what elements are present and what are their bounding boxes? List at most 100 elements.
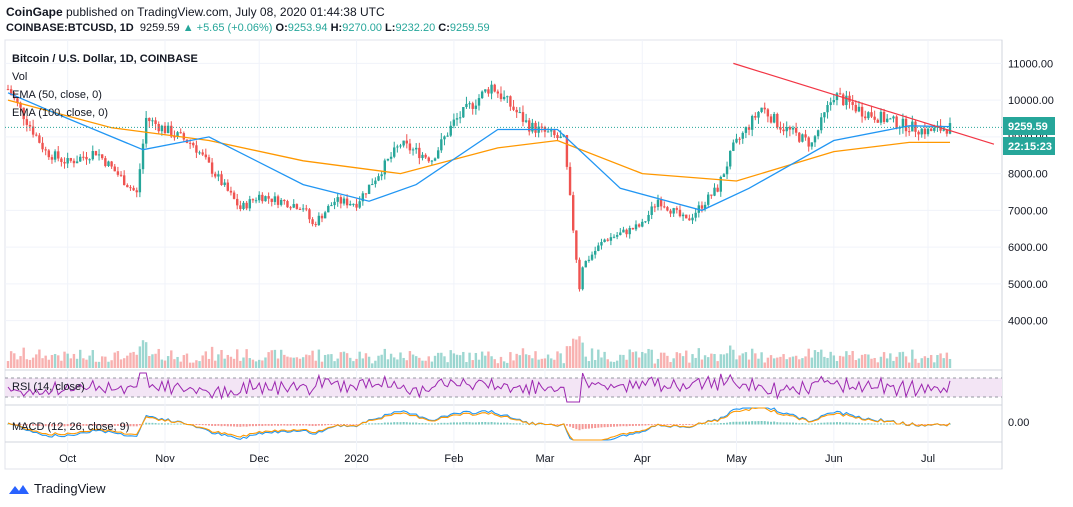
- volume-bar: [232, 358, 236, 368]
- volume-bar: [769, 355, 773, 368]
- macd-hist-bar: [462, 422, 465, 425]
- macd-hist-bar: [233, 424, 236, 427]
- volume-bar: [653, 363, 657, 368]
- volume-bar: [490, 356, 493, 368]
- candle-body: [619, 232, 622, 236]
- candle-body: [371, 184, 374, 186]
- low-value: 9232.20: [395, 22, 436, 34]
- open-value: 9253.94: [287, 22, 328, 34]
- candle-body: [399, 145, 402, 147]
- volume-bar: [248, 358, 251, 368]
- macd-hist-bar: [421, 422, 424, 425]
- candle-body: [816, 130, 820, 137]
- macd-hist-bar: [264, 424, 267, 426]
- macd-hist-bar: [135, 424, 138, 427]
- macd-hist-bar: [47, 424, 50, 427]
- macd-hist-bar: [258, 424, 261, 426]
- volume-bar: [587, 361, 591, 368]
- macd-hist-bar: [449, 422, 452, 425]
- volume-bar: [537, 359, 540, 368]
- macd-hist-bar: [79, 424, 82, 426]
- candle-body: [16, 98, 19, 103]
- volume-bar: [364, 353, 368, 368]
- macd-hist-bar: [700, 423, 703, 425]
- candle-body: [232, 192, 236, 199]
- candle-body: [408, 143, 412, 151]
- volume-bar: [361, 358, 365, 368]
- candle-body: [239, 205, 242, 209]
- x-axis[interactable]: Oct Nov Dec 2020 Feb Mar Apr May Jun Jul: [59, 453, 935, 465]
- volume-bar: [672, 358, 675, 368]
- volume-bar: [678, 353, 682, 368]
- macd-hist-bar: [945, 424, 948, 425]
- volume-bar: [904, 356, 908, 368]
- macd-hist-bar: [123, 424, 126, 427]
- macd-hist-bar: [85, 424, 88, 426]
- close-label: C:: [438, 22, 450, 34]
- candle-body: [138, 169, 142, 193]
- volume-bar: [703, 355, 707, 368]
- candle-body: [490, 84, 493, 94]
- candle-body: [69, 158, 72, 161]
- volume-bar: [754, 353, 757, 368]
- candle-body: [926, 128, 930, 135]
- candle-body: [722, 174, 726, 178]
- macd-hist-bar: [892, 423, 895, 425]
- candle-body: [317, 215, 321, 226]
- macd-hist-bar: [556, 424, 559, 425]
- y-tick-label: 5000.00: [1008, 279, 1048, 291]
- candle-body: [342, 198, 346, 204]
- macd-hist-bar: [468, 422, 471, 425]
- macd-hist-bar: [481, 422, 484, 425]
- macd-hist-bar: [575, 424, 578, 430]
- candle-body: [675, 208, 679, 210]
- volume-bar: [336, 358, 339, 368]
- candle-body: [672, 208, 675, 214]
- volume-bar: [311, 350, 314, 368]
- y-axis[interactable]: 4000.005000.006000.007000.008000.009000.…: [1008, 58, 1054, 327]
- macd-hist-bar: [201, 424, 204, 426]
- volume-bar: [97, 361, 101, 368]
- volume-bar: [895, 356, 898, 368]
- macd-hist-bar: [851, 422, 854, 425]
- volume-bar: [832, 355, 836, 368]
- candle-body: [694, 212, 697, 218]
- macd-hist-bar: [402, 422, 405, 425]
- macd-hist-bar: [321, 424, 323, 426]
- candle-body: [631, 227, 635, 230]
- tradingview-footer[interactable]: TradingView: [8, 481, 106, 496]
- candle-body: [870, 112, 873, 117]
- volume-bar: [63, 351, 66, 368]
- candle-body: [760, 107, 763, 112]
- volume-bar: [622, 354, 625, 368]
- candle-body: [590, 254, 594, 260]
- volume-bar: [452, 353, 456, 368]
- candle-body: [663, 206, 666, 208]
- macd-hist-bar: [782, 422, 785, 425]
- candle-body: [270, 198, 273, 202]
- macd-hist-bar: [685, 424, 688, 426]
- candle-body: [622, 229, 625, 233]
- volume-bar: [857, 358, 861, 368]
- candle-body: [377, 176, 380, 181]
- candle-body: [154, 120, 157, 124]
- macd-hist-bar: [565, 424, 568, 426]
- candle-body: [757, 111, 760, 118]
- candle-body: [364, 193, 368, 195]
- macd-hist-bar: [883, 423, 886, 425]
- volume-bar: [750, 348, 754, 368]
- volume-bar: [779, 356, 782, 368]
- macd-hist-bar: [346, 424, 349, 425]
- candle-body: [637, 224, 641, 227]
- macd-hist-bar: [748, 421, 751, 425]
- macd-hist-bar: [255, 424, 258, 427]
- volume-bar: [942, 358, 945, 368]
- volume-bar: [119, 359, 123, 368]
- price-chart[interactable]: 4000.005000.006000.007000.008000.009000.…: [0, 0, 1073, 478]
- macd-hist-bar: [179, 423, 182, 425]
- volume-bar: [637, 357, 641, 368]
- candle-body: [91, 151, 94, 160]
- candle-body: [57, 151, 60, 159]
- macd-hist-bar: [496, 422, 499, 425]
- candle-body: [923, 128, 927, 135]
